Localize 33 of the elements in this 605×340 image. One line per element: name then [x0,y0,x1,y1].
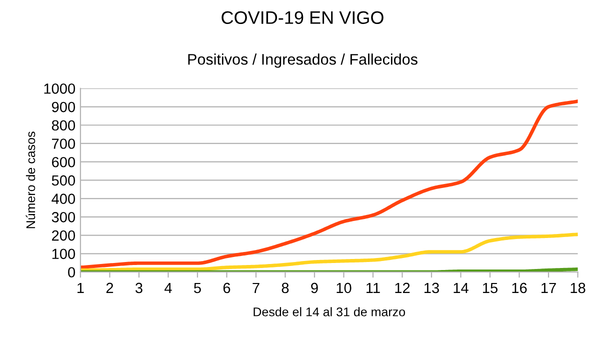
x-tick-label: 1 [78,282,84,293]
y-tick-label: 700 [52,138,76,149]
x-tick-label: 10 [336,282,352,294]
x-tick-label: 13 [424,282,439,294]
chart-title: COVID-19 EN VIGO [222,11,384,24]
x-axis-title: Desde el 14 al 31 de marzo [254,307,406,316]
y-tick-label: 100 [52,248,76,260]
x-tick-label: 12 [395,282,410,293]
y-tick-label: 200 [52,230,76,241]
y-axis-title: Número de casos [26,132,36,228]
y-tick-label: 1000 [44,84,76,94]
x-tick-label: 5 [194,282,201,294]
x-tick-label: 11 [366,282,380,293]
x-tick-label: 6 [223,282,230,294]
x-tick-label: 4 [164,282,172,293]
x-tick-label: 17 [542,282,556,293]
x-tick-label: 16 [512,282,527,294]
x-tick-label: 2 [106,282,114,293]
x-tick-label: 18 [570,282,586,294]
x-tick-label: 7 [252,282,260,293]
y-tick-label: 600 [52,156,76,168]
x-tick-label: 15 [483,282,498,294]
x-tick-label: 8 [282,282,289,294]
y-tick-label: 500 [52,175,76,186]
chart-subtitle: Positivos / Ingresados / Fallecidos [188,54,418,68]
x-tick-label: 3 [135,282,142,294]
y-tick-label: 800 [52,120,76,131]
y-tick-label: 300 [52,212,76,222]
y-tick-label: 900 [52,102,76,112]
y-tick-label: 400 [52,194,76,204]
y-tick-label: 0 [68,267,76,278]
x-tick-label: 9 [311,282,318,294]
x-tick-label: 14 [454,282,468,293]
